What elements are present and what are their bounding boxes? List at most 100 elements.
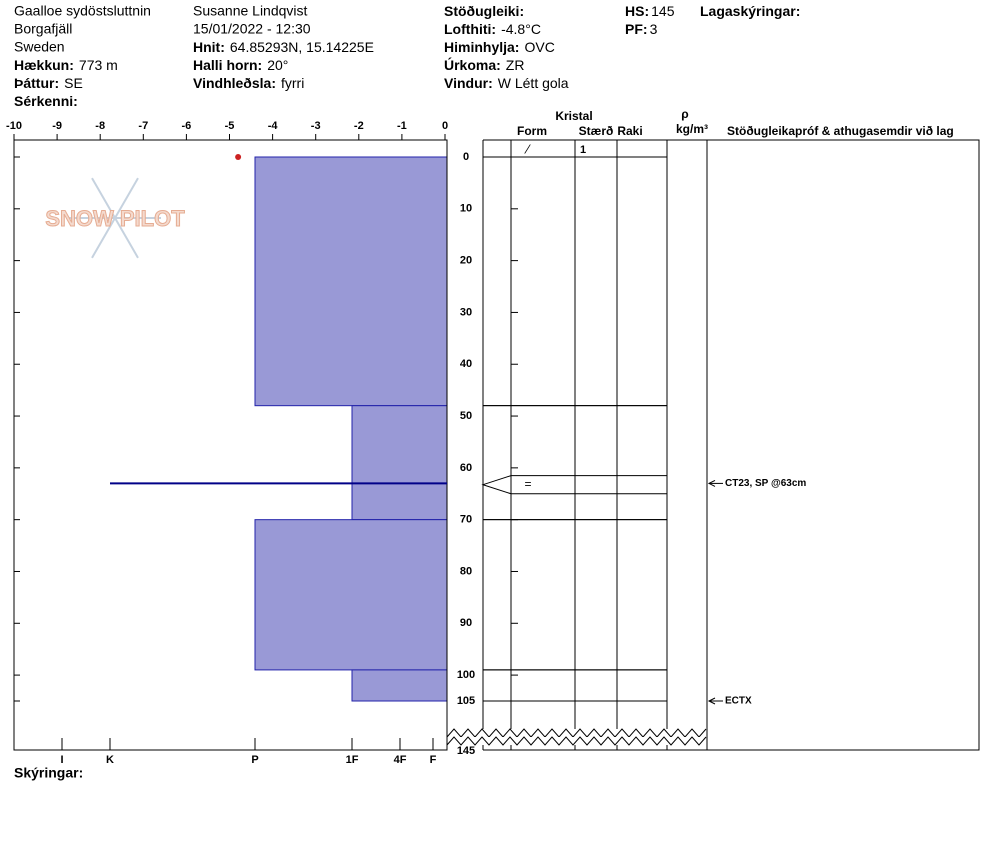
field-label: Hækkun: (14, 57, 74, 73)
header-field: Sérkenni: (14, 93, 78, 109)
observer: Susanne Lindqvist (193, 3, 308, 19)
grain-size: 1 (580, 144, 586, 156)
field-label: Hnit: (193, 39, 225, 55)
field-label: Halli horn: (193, 57, 262, 73)
hardness-label: F (430, 754, 437, 766)
hardness-label: I (60, 754, 63, 766)
header-field: Hækkun: 773 m (14, 57, 118, 73)
header-field: HS: 145 (625, 3, 675, 19)
hardness-label: 1F (346, 754, 359, 766)
temp-tick-label: -8 (95, 120, 105, 132)
logo-text: SNOW PILOT (45, 206, 185, 231)
hardness-bar (254, 519, 448, 671)
location: Borgafjäll (14, 21, 72, 37)
temp-point (235, 154, 242, 160)
field-value: -4.8°C (501, 21, 541, 37)
field-label: Lofthiti: (444, 21, 496, 37)
hardness-bar (351, 405, 448, 521)
hardness-label: K (106, 754, 114, 766)
grain-form: ⁄ (524, 141, 531, 156)
field-label: Stöðugleiki: (444, 3, 524, 19)
field-value: 3 (650, 21, 658, 37)
column-header: Stöðugleikapróf & athugasemdir við lag (727, 124, 954, 138)
test-text: CT23, SP @63cm (725, 478, 806, 489)
hardness-label: P (251, 754, 258, 766)
field-label: Vindur: (444, 75, 493, 91)
depth-tick-label: 40 (460, 358, 472, 370)
depth-tick-label: 105 (457, 695, 475, 707)
hardness-label: 4F (394, 754, 407, 766)
header-field: Lofthiti: -4.8°C (444, 21, 541, 37)
temp-tick-label: -10 (6, 120, 22, 132)
column-header: Kristal (555, 109, 592, 123)
depth-tick-label: 100 (457, 669, 475, 681)
location: Gaalloe sydöstsluttnin (14, 3, 151, 19)
field-label: Þáttur: (14, 75, 59, 91)
field-value: fyrri (281, 75, 304, 91)
temp-tick-label: -9 (52, 120, 62, 132)
column-header: ρ (681, 107, 688, 121)
hardness-bar (351, 669, 448, 702)
datetime: 15/01/2022 - 12:30 (193, 21, 311, 37)
plot-frame (13, 139, 448, 751)
depth-tick-label: 0 (463, 151, 469, 163)
test-arrow-head (707, 697, 716, 705)
header-field: Úrkoma: ZR (444, 56, 524, 73)
hardness-bar (254, 156, 448, 407)
column-header: kg/m³ (676, 122, 708, 136)
column-header: Form (517, 124, 547, 138)
grain-form: = (524, 477, 531, 491)
header-field: PF: 3 (625, 21, 658, 37)
logo-flake (114, 177, 139, 219)
depth-tick-label: 80 (460, 565, 472, 577)
temp-tick-label: -4 (268, 120, 279, 132)
header-field: Vindhleðsla: fyrri (193, 75, 304, 91)
field-label: Lagaskýringar: (700, 3, 800, 19)
depth-tick-label: 20 (460, 255, 472, 267)
field-value: OVC (524, 39, 554, 55)
logo-flake (91, 217, 116, 259)
field-label: Úrkoma: (444, 56, 501, 73)
field-label: Vindhleðsla: (193, 75, 276, 91)
break-zigzag (446, 736, 707, 746)
depth-tick-label: 50 (460, 410, 472, 422)
depth-tick-label: 30 (460, 306, 472, 318)
temp-tick-label: -6 (182, 120, 192, 132)
depth-tick-label: 90 (460, 617, 472, 629)
depth-tick-label: 60 (460, 462, 472, 474)
depth-tick-label: 10 (460, 203, 472, 215)
break-zigzag (446, 728, 707, 738)
logo: SNOW PILOT (45, 177, 186, 259)
temp-tick-label: -7 (138, 120, 148, 132)
temp-tick-label: 0 (442, 120, 448, 132)
field-value: 145 (651, 3, 675, 19)
column-header: Stærð (579, 124, 614, 138)
header-field: Þáttur: SE (14, 75, 83, 91)
header-field: Stöðugleiki: (444, 3, 524, 19)
header-field: Halli horn: 20° (193, 57, 288, 73)
field-label: HS: (625, 3, 649, 19)
field-value: 773 m (79, 57, 118, 73)
temp-tick-label: -2 (354, 120, 364, 132)
header-field: Lagaskýringar: (700, 3, 800, 19)
depth-bottom-label: 145 (457, 745, 475, 757)
footer: Skýringar: (14, 765, 83, 781)
field-value: SE (64, 75, 83, 91)
column-header: Raki (617, 124, 642, 138)
header-field: Hnit: 64.85293N, 15.14225E (193, 39, 374, 55)
location: Sweden (14, 39, 65, 55)
field-value: 64.85293N, 15.14225E (230, 39, 374, 55)
logo-flake (91, 177, 116, 219)
field-label: Himinhylja: (444, 39, 519, 55)
depth-tick-label: 70 (460, 514, 472, 526)
header-field: Himinhylja: OVC (444, 39, 555, 55)
test-text: ECTX (725, 696, 752, 707)
field-value: 20° (267, 57, 288, 73)
field-value: ZR (506, 57, 525, 73)
logo-flake (114, 217, 139, 259)
temp-tick-label: -5 (225, 120, 235, 132)
field-label: PF: (625, 21, 648, 37)
field-label: Sérkenni: (14, 93, 78, 109)
comment-frame (706, 139, 980, 751)
